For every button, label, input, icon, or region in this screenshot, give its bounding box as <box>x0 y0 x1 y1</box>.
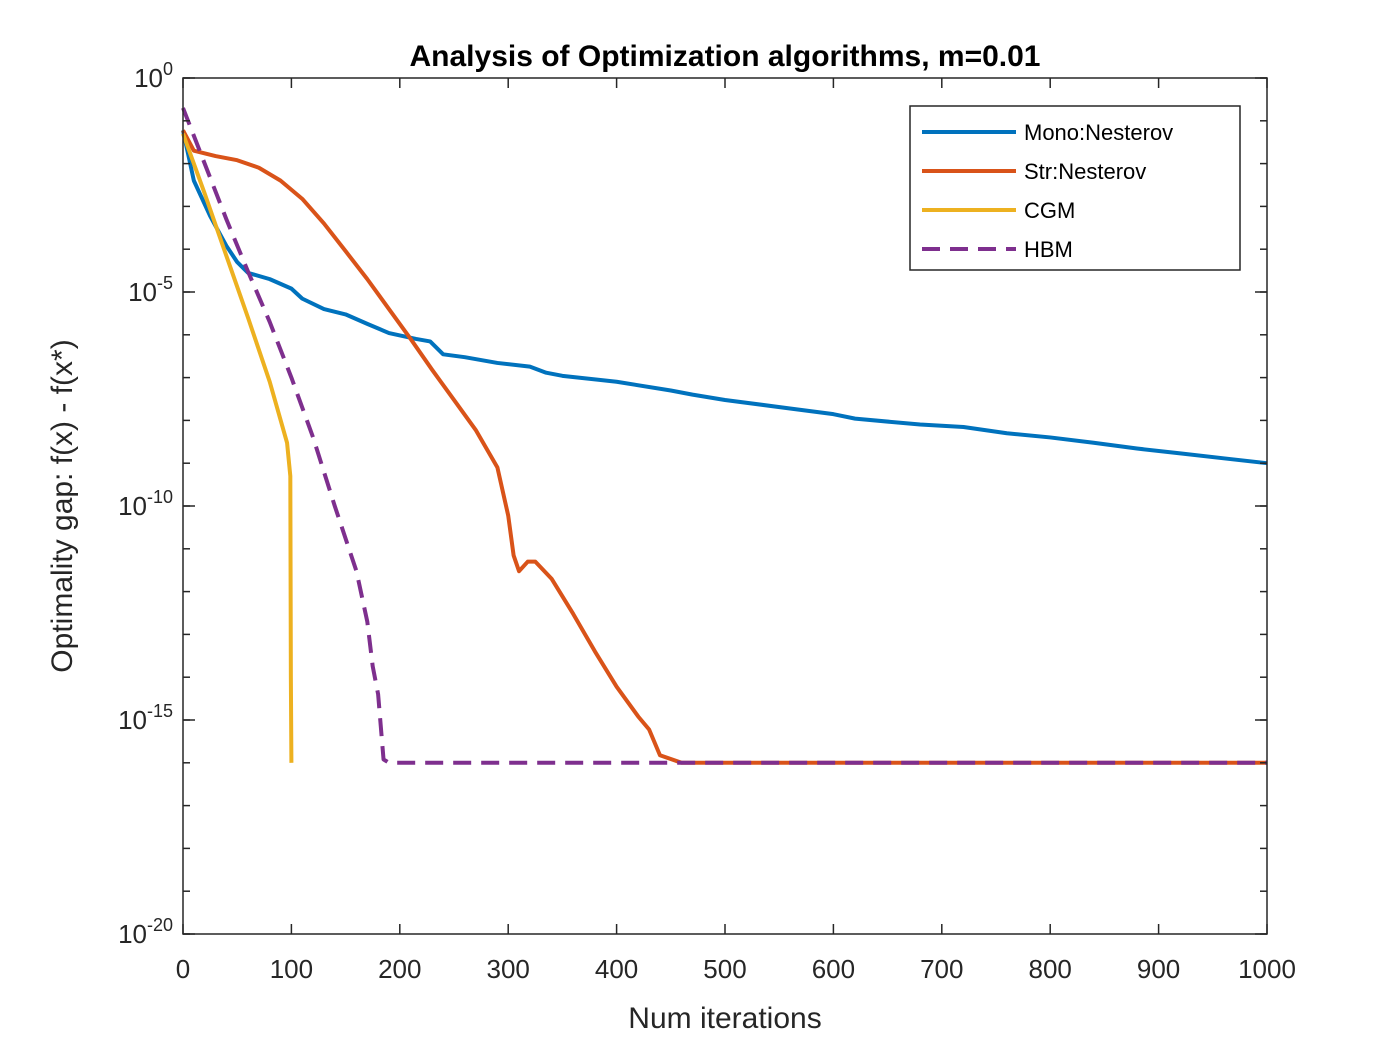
y-tick-base: 10 <box>118 491 147 521</box>
y-tick-base: 10 <box>134 63 163 93</box>
y-tick-label: 10-5 <box>128 273 173 307</box>
y-tick-exponent: -20 <box>147 915 173 935</box>
y-tick-base: 10 <box>118 705 147 735</box>
series-line-mono-nesterov <box>181 129 1268 466</box>
legend-label: CGM <box>1024 198 1075 223</box>
x-tick-label: 600 <box>812 954 855 984</box>
y-tick-label: 10-20 <box>118 915 173 949</box>
x-axis-label: Num iterations <box>628 1002 821 1035</box>
x-tick-label: 800 <box>1029 954 1072 984</box>
x-tick-label: 400 <box>595 954 638 984</box>
series-line-str-nesterov <box>181 129 1267 765</box>
x-ticks: 0 100 200 300 400 500 600 700 800 900 1000 <box>176 78 1296 984</box>
x-tick-label: 100 <box>270 954 313 984</box>
y-tick-exponent: -10 <box>147 487 173 507</box>
series-lines <box>181 107 1268 765</box>
y-tick-label: 10-15 <box>118 701 173 735</box>
x-tick-label: 500 <box>703 954 746 984</box>
y-tick-base: 10 <box>118 919 147 949</box>
legend-label: Mono:Nesterov <box>1024 120 1173 145</box>
plot-area: 0 100 200 300 400 500 600 700 800 900 100010010-51… <box>118 59 1296 984</box>
x-tick-label: 0 <box>176 954 190 984</box>
x-tick-label: 200 <box>378 954 421 984</box>
series-line-hbm <box>181 107 1267 765</box>
legend-label: Str:Nesterov <box>1024 159 1146 184</box>
x-tick-label: 1000 <box>1238 954 1296 984</box>
x-tick-label: 900 <box>1137 954 1180 984</box>
y-axis-label: Optimality gap: f(x) - f(x*) <box>46 339 79 672</box>
x-tick-label: 700 <box>920 954 963 984</box>
y-tick-exponent: -15 <box>147 701 173 721</box>
y-tick-exponent: -5 <box>157 273 173 293</box>
y-tick-label: 10-10 <box>118 487 173 521</box>
chart-title: Analysis of Optimization algorithms, m=0… <box>410 40 1041 73</box>
y-tick-exponent: 0 <box>163 59 173 79</box>
y-tick-base: 10 <box>128 277 157 307</box>
x-tick-label: 300 <box>487 954 530 984</box>
y-tick-label: 100 <box>134 59 173 93</box>
series-line-cgm <box>181 132 294 763</box>
legend: Mono:Nesterov Str:Nesterov CGM HBM <box>909 105 1241 271</box>
legend-label: HBM <box>1024 237 1073 262</box>
